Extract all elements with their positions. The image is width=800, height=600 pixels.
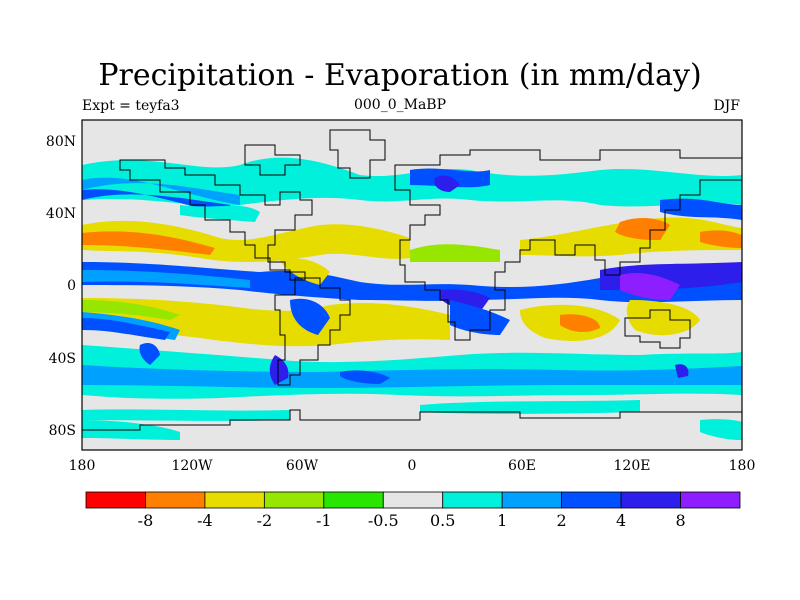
y-tick-label: 0 (67, 278, 76, 294)
colorbar-swatch (561, 491, 622, 509)
colorbar-swatch (501, 491, 563, 509)
x-tick-label: 180 (729, 458, 756, 474)
colorbar-swatch (145, 491, 206, 509)
colorbar-swatch (323, 491, 384, 509)
colorbar-label: 4 (616, 511, 626, 530)
colorbar-swatch (442, 491, 503, 509)
coastlines (82, 129, 742, 431)
x-tick-label: 60W (286, 458, 319, 474)
x-tick-label: 180 (69, 458, 96, 474)
colorbar-label: 2 (557, 511, 567, 530)
colorbar-label: -0.5 (368, 511, 399, 530)
colorbar-label: -1 (316, 511, 332, 530)
colorbar-label: 1 (497, 511, 507, 530)
map-title: Precipitation - Evaporation (in mm/day) (98, 58, 702, 93)
colorbar-swatch (620, 491, 681, 509)
x-tick-label: 120W (171, 458, 213, 474)
colorbar-label: 8 (675, 511, 685, 530)
colorbar-label: -8 (138, 511, 154, 530)
colorbar-swatch (204, 491, 265, 509)
precip-evap-field (82, 120, 742, 450)
colorbar-label: 0.5 (430, 511, 455, 530)
x-axis: 180 120W 60W 0 60E 120E 180 (69, 458, 756, 474)
colorbar-swatch (382, 491, 444, 509)
x-tick-label: 120E (614, 458, 651, 474)
map-frame (81, 119, 743, 451)
y-tick-label: 80S (49, 423, 76, 439)
y-tick-label: 80N (46, 134, 76, 150)
y-tick-label: 40N (46, 206, 76, 222)
colorbar: -8 -4 -2 -1 -0.5 0.5 1 2 4 8 (85, 491, 741, 530)
experiment-label: Expt = teyfa3 (82, 98, 180, 114)
colorbar-swatch (263, 491, 325, 509)
y-tick-label: 40S (49, 351, 76, 367)
colorbar-swatch (85, 491, 146, 509)
colorbar-label: -4 (197, 511, 213, 530)
x-tick-label: 60E (508, 458, 536, 474)
colorbar-swatch (680, 491, 741, 509)
colorbar-label: -2 (257, 511, 273, 530)
season-label: DJF (713, 98, 740, 114)
time-label: 000_0_MaBP (353, 97, 447, 113)
x-tick-label: 0 (408, 458, 417, 474)
y-axis: 80N 40N 0 40S 80S (46, 134, 76, 439)
